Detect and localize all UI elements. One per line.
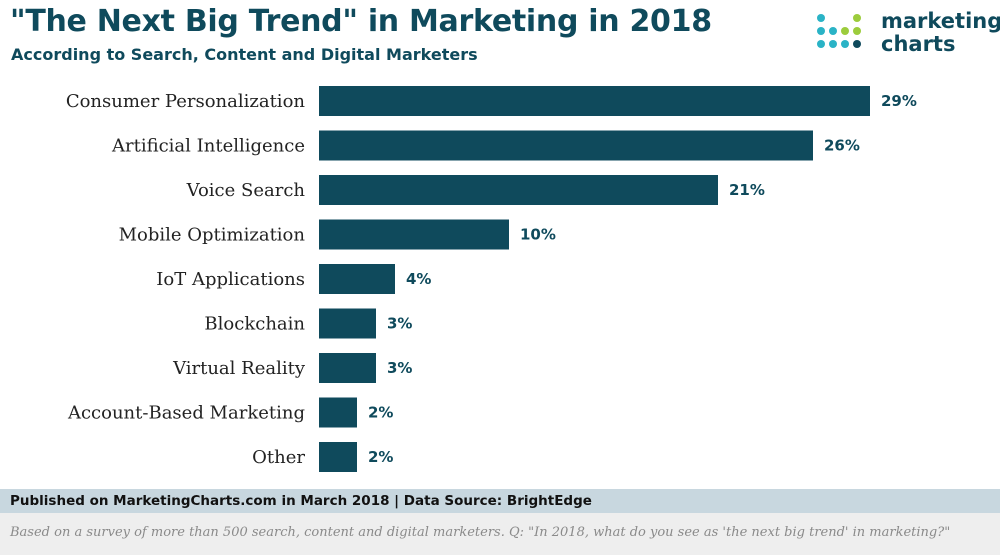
bar [319, 175, 718, 205]
marketingcharts-logo[interactable]: marketing charts [816, 10, 1000, 60]
value-label: 3% [387, 315, 412, 333]
value-label: 2% [368, 448, 393, 466]
logo-dot [817, 27, 825, 35]
logo-dot [829, 40, 837, 48]
logo-dot [853, 27, 861, 35]
value-label: 10% [520, 226, 556, 244]
bar-chart: Consumer Personalization 29% Artificial In… [66, 86, 917, 472]
bar [319, 397, 357, 428]
value-label: 26% [824, 137, 860, 155]
value-label: 29% [881, 92, 917, 110]
category-label: IoT Applications [156, 269, 305, 290]
footer-note-text: Based on a survey of more than 500 searc… [10, 525, 951, 540]
value-label: 3% [387, 359, 412, 377]
logo-dot [817, 40, 825, 48]
category-label: Other [252, 447, 305, 468]
logo-dot [817, 14, 825, 22]
bar [319, 442, 357, 472]
category-label: Consumer Personalization [66, 91, 306, 112]
chart-subtitle: According to Search, Content and Digital… [11, 45, 478, 64]
bar [319, 130, 813, 161]
category-label: Virtual Reality [172, 358, 306, 379]
category-label: Account-Based Marketing [67, 403, 305, 424]
value-label: 4% [406, 270, 431, 288]
bar [319, 308, 376, 339]
footer-note-bar: Based on a survey of more than 500 searc… [0, 513, 1000, 555]
category-label: Mobile Optimization [119, 225, 306, 246]
chart-title: "The Next Big Trend" in Marketing in 201… [10, 4, 712, 39]
footer-published-text: Published on MarketingCharts.com in Marc… [10, 493, 592, 509]
value-label: 2% [368, 404, 393, 422]
bar [319, 86, 870, 116]
logo-text: marketing charts [881, 10, 1000, 56]
bar [319, 264, 395, 294]
logo-dot [841, 40, 849, 48]
category-label: Voice Search [186, 180, 306, 201]
bar [319, 353, 376, 383]
logo-dot [829, 27, 837, 35]
category-label: Artificial Intelligence [111, 136, 305, 157]
logo-dot [841, 27, 849, 35]
bar [319, 219, 509, 250]
logo-dot [853, 14, 861, 22]
logo-dots-icon [817, 14, 861, 48]
logo-text-line1: marketing [881, 9, 1000, 33]
footer-source-bar: Published on MarketingCharts.com in Marc… [0, 489, 1000, 513]
logo-dot [853, 40, 861, 48]
logo-text-line2: charts [881, 32, 956, 56]
category-label: Blockchain [204, 314, 305, 335]
value-label: 21% [729, 181, 765, 199]
